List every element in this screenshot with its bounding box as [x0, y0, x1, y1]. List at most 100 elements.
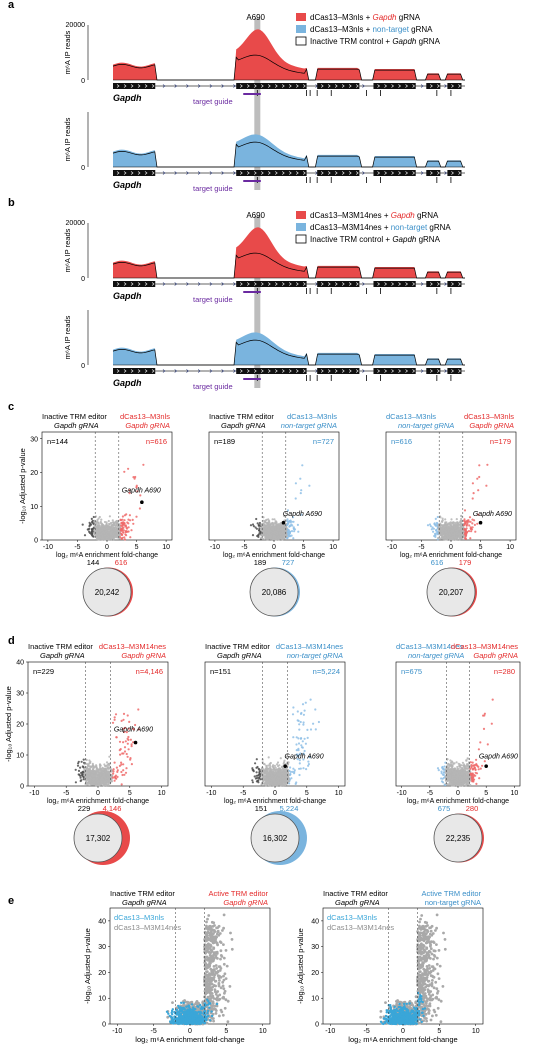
exon-strand-arrow [398, 369, 401, 373]
data-point [303, 737, 306, 740]
data-point [445, 533, 448, 537]
data-point [118, 740, 122, 743]
data-point [105, 521, 108, 524]
data-point [309, 728, 313, 731]
exon-block [236, 368, 307, 374]
y-axis-label: -log₁₀ Adjusted p-value [18, 448, 27, 524]
exon-block [447, 170, 462, 176]
data-point [123, 746, 127, 749]
data-point [101, 528, 104, 531]
gene-model [113, 368, 465, 374]
exon-strand-arrow [412, 282, 415, 286]
data-point [445, 537, 448, 540]
data-point [300, 489, 303, 492]
data-point [99, 773, 102, 776]
exon-strand-arrow [296, 171, 299, 175]
strand-arrow [186, 171, 189, 175]
data-point [249, 524, 253, 527]
data-point [77, 769, 81, 773]
data-point [93, 777, 96, 781]
data-point [292, 537, 295, 540]
data-point [251, 781, 254, 784]
data-point [435, 521, 438, 525]
x-tick-label: 10 [158, 790, 166, 797]
data-point [259, 778, 262, 781]
strand-arrow [221, 171, 225, 175]
exon-block [426, 368, 441, 374]
label-part: Gapdh [372, 13, 397, 22]
x-axis-label: log₂ m⁶A enrichment fold-change [400, 552, 502, 559]
ytick-label: 0 [81, 363, 85, 370]
exon-strand-arrow [320, 84, 324, 88]
data-point [259, 531, 262, 534]
data-point [109, 536, 112, 539]
data-point [276, 533, 279, 536]
plot-frame [208, 431, 340, 541]
strand-arrow [162, 369, 166, 373]
exon-block [317, 281, 360, 287]
exon-strand-arrow [144, 369, 148, 373]
exon-strand-arrow [289, 369, 292, 373]
exon-strand-arrow [334, 171, 338, 175]
a690-label: A690 [246, 211, 265, 220]
data-point [297, 530, 300, 533]
data-point [261, 537, 265, 540]
data-point [264, 533, 267, 536]
exon-strand-arrow [398, 84, 401, 88]
data-point [298, 723, 301, 726]
data-point [121, 515, 124, 518]
exon-strand-arrow [303, 369, 306, 373]
exon-block [317, 83, 360, 89]
data-point [122, 718, 125, 721]
data-point [463, 522, 467, 526]
target-guide-label: target guide [193, 184, 233, 193]
exon-strand-arrow [261, 84, 264, 88]
data-point [255, 517, 258, 521]
data-point [474, 530, 477, 533]
left-condition-title: Inactive TRM editor [209, 412, 274, 421]
data-point [459, 536, 462, 540]
data-point [130, 529, 133, 532]
data-point [276, 536, 279, 539]
data-point [100, 780, 103, 783]
data-point [439, 533, 442, 537]
x-tick-label: 5 [479, 544, 483, 551]
n-count-right: n=4,146 [136, 667, 163, 676]
data-point [120, 770, 123, 774]
legend-entry: dCas13–M3nls + Gapdh gRNA [310, 13, 421, 22]
exon-block [317, 170, 360, 176]
data-point [87, 777, 90, 780]
venn-right-count: 4,146 [103, 804, 122, 813]
data-point [463, 518, 466, 521]
data-point [127, 526, 130, 529]
data-point [275, 524, 278, 527]
label-part: gRNA [415, 211, 439, 220]
data-point [121, 518, 124, 521]
right-condition-subtitle: Gapdh gRNA [121, 651, 166, 660]
data-point [123, 524, 127, 527]
exon-strand-arrow [377, 282, 380, 286]
data-point [121, 533, 124, 537]
x-tick-label: -10 [29, 790, 39, 797]
strand-arrow [362, 171, 365, 175]
data-point [267, 764, 270, 767]
data-point [110, 524, 113, 527]
exon-strand-arrow [437, 282, 440, 286]
data-point [456, 530, 459, 533]
label-part: dCas13–M3nls + [310, 25, 372, 34]
data-point [128, 492, 131, 495]
data-point [471, 482, 474, 485]
data-point [131, 518, 134, 522]
right-condition-subtitle: Gapdh gRNA [469, 421, 514, 430]
exon-strand-arrow [348, 282, 352, 286]
strand-arrow [233, 84, 236, 88]
y-tick-label: 10 [16, 753, 24, 760]
data-point [108, 528, 111, 532]
data-point [446, 522, 450, 526]
data-point [108, 522, 111, 526]
venn-left-count: 616 [431, 558, 444, 567]
data-point [270, 527, 274, 531]
data-point [438, 537, 442, 540]
